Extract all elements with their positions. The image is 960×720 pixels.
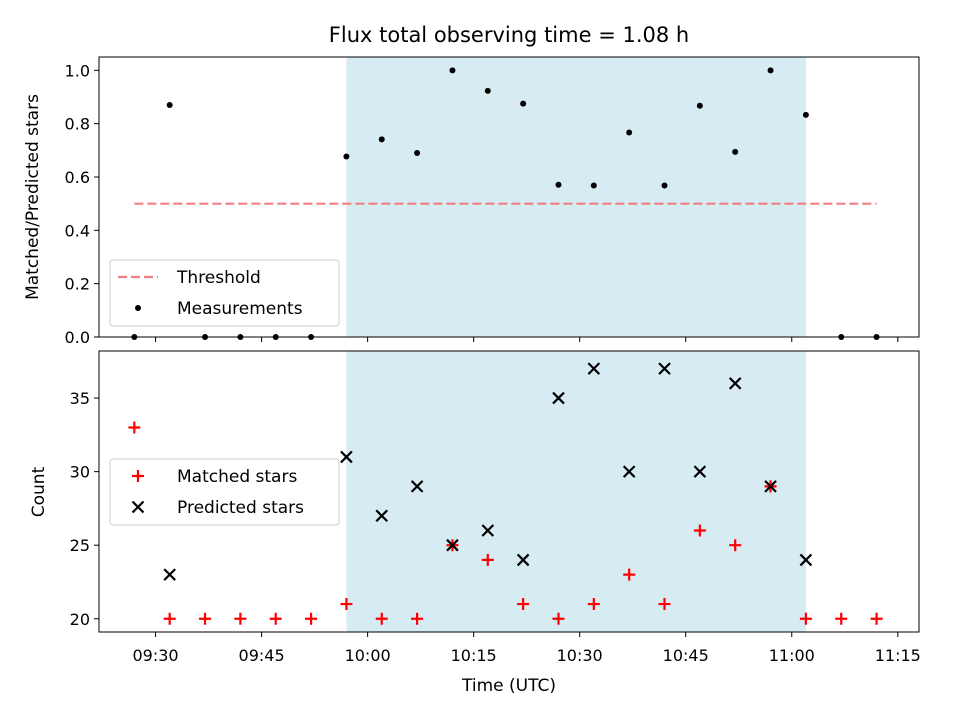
matched-star-point bbox=[375, 612, 388, 625]
predicted-star-point bbox=[587, 362, 601, 375]
predicted-star-point bbox=[446, 538, 459, 552]
measurement-point bbox=[378, 136, 385, 143]
measurement-point bbox=[802, 111, 809, 118]
x-axis-label: Time (UTC) bbox=[461, 676, 556, 696]
x-tick-label: 10:45 bbox=[663, 646, 709, 665]
bottom-y-tick-label: 35 bbox=[70, 389, 90, 408]
measurement-point bbox=[343, 153, 350, 160]
top-y-tick-label: 1.0 bbox=[65, 61, 90, 80]
predicted-star-point bbox=[163, 568, 176, 581]
predicted-star-point bbox=[658, 362, 671, 375]
bottom-legend-box bbox=[109, 458, 340, 526]
matched-star-point bbox=[305, 612, 318, 625]
legend-predicted-swatch bbox=[131, 500, 145, 514]
x-tick-label: 11:15 bbox=[875, 646, 921, 665]
matched-star-point bbox=[693, 524, 706, 537]
matched-star-point bbox=[199, 612, 212, 625]
top-axes-frame bbox=[98, 56, 920, 338]
predicted-star-point bbox=[693, 465, 707, 478]
bottom-observing-window bbox=[346, 351, 806, 632]
top-legend: Threshold Measurements bbox=[109, 259, 340, 327]
measurement-point bbox=[520, 100, 527, 107]
plot-layer: 0.0 0.2 0.4 0.6 0.8 1.0 Threshold Measurements 2… bbox=[65, 56, 921, 665]
bottom-panel: 20 25 30 35 09:30 09:45 10:00 10:15 10:30 10:45 11… bbox=[70, 350, 921, 665]
bottom-y-axis-label: Count bbox=[29, 466, 49, 517]
legend-label: Measurements bbox=[177, 299, 303, 319]
top-y-axis-label: Matched/Predicted stars bbox=[23, 94, 43, 300]
x-tick-label: 10:00 bbox=[345, 646, 391, 665]
bottom-legend: Matched stars Predicted stars bbox=[109, 458, 340, 526]
predicted-star-point bbox=[410, 480, 424, 493]
matched-star-point bbox=[128, 421, 141, 434]
x-tick-label: 10:30 bbox=[557, 646, 603, 665]
matched-star-point bbox=[587, 598, 600, 611]
bottom-y-tick-label: 25 bbox=[70, 536, 90, 555]
predicted-star-point bbox=[764, 480, 777, 493]
predicted-star-point bbox=[516, 553, 530, 567]
predicted-star-point bbox=[340, 450, 353, 464]
measurement-point bbox=[626, 129, 633, 136]
measurement-point bbox=[414, 150, 421, 156]
matched-star-point bbox=[835, 612, 848, 625]
legend-label: Matched stars bbox=[177, 467, 297, 487]
predicted-star-point bbox=[799, 553, 813, 567]
bottom-y-tick-label: 30 bbox=[70, 463, 90, 482]
top-observing-window bbox=[346, 57, 806, 337]
top-y-tick-label: 0.6 bbox=[65, 168, 90, 187]
top-y-tick-label: 0.4 bbox=[65, 221, 90, 240]
legend-label: Predicted stars bbox=[177, 498, 304, 518]
legend-measurement-swatch bbox=[135, 305, 141, 311]
matched-star-point bbox=[481, 553, 494, 566]
top-y-tick-label: 0.0 bbox=[65, 328, 90, 347]
predicted-star-point bbox=[481, 524, 495, 537]
predicted-star-point bbox=[552, 391, 565, 405]
top-panel: 0.0 0.2 0.4 0.6 0.8 1.0 Threshold Measurements bbox=[65, 56, 920, 347]
measurement-point bbox=[661, 182, 668, 189]
matched-star-point bbox=[799, 612, 812, 625]
matched-star-point bbox=[552, 612, 565, 625]
legend-label: Threshold bbox=[176, 268, 261, 288]
measurement-point bbox=[767, 67, 774, 74]
measurement-point bbox=[166, 102, 173, 108]
x-tick-label: 09:45 bbox=[239, 646, 285, 665]
predicted-star-point bbox=[375, 509, 389, 523]
predicted-star-point bbox=[622, 465, 636, 478]
measurement-point bbox=[696, 102, 703, 109]
predicted-star-point bbox=[728, 377, 742, 390]
matched-star-point bbox=[234, 612, 247, 625]
matched-star-point bbox=[163, 612, 176, 625]
matched-star-point bbox=[870, 612, 883, 625]
measurement-point bbox=[484, 87, 491, 94]
matched-star-point bbox=[411, 612, 424, 625]
matched-star-point bbox=[658, 598, 671, 611]
top-legend-box bbox=[109, 259, 340, 327]
x-tick-label: 10:15 bbox=[451, 646, 497, 665]
measurement-point bbox=[590, 182, 597, 189]
bottom-axes-frame bbox=[98, 350, 920, 633]
matched-star-point bbox=[340, 598, 353, 611]
x-tick-label: 09:30 bbox=[132, 646, 178, 665]
top-y-tick-label: 0.8 bbox=[65, 115, 90, 134]
top-y-tick-label: 0.2 bbox=[65, 275, 90, 294]
x-tick-label: 11:00 bbox=[769, 646, 815, 665]
matched-star-point bbox=[517, 598, 530, 611]
bottom-y-tick-label: 20 bbox=[70, 610, 90, 629]
top-chart-title: Flux total observing time = 1.08 h bbox=[329, 23, 689, 47]
matched-star-point bbox=[269, 612, 282, 625]
measurement-point bbox=[732, 148, 739, 155]
matched-star-point bbox=[623, 568, 636, 581]
measurement-point bbox=[449, 67, 456, 74]
measurement-point bbox=[555, 181, 562, 188]
legend-matched-swatch bbox=[132, 470, 144, 482]
matched-star-point bbox=[729, 539, 742, 552]
